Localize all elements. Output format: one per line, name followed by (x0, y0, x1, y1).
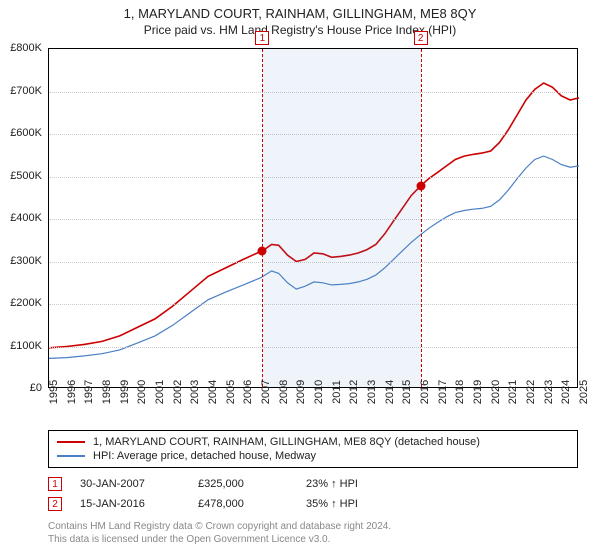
x-axis-label: 2007 (260, 380, 272, 404)
x-axis-label: 2001 (154, 380, 166, 404)
event-dot (416, 181, 425, 190)
x-axis-label: 2008 (278, 380, 290, 404)
table-row: 1 30-JAN-2007 £325,000 23% ↑ HPI (48, 474, 578, 494)
x-axis-label: 2002 (172, 380, 184, 404)
x-axis-label: 1996 (66, 380, 78, 404)
shaded-region (262, 49, 420, 387)
x-axis-label: 1995 (48, 380, 60, 404)
transaction-price: £478,000 (198, 498, 288, 510)
x-axis-label: 2000 (136, 380, 148, 404)
legend-row-series2: HPI: Average price, detached house, Medw… (57, 449, 569, 463)
legend-row-series1: 1, MARYLAND COURT, RAINHAM, GILLINGHAM, … (57, 435, 569, 449)
y-axis-label: £200K (10, 297, 42, 309)
x-axis-label: 2015 (401, 380, 413, 404)
x-axis-label: 2023 (543, 380, 555, 404)
y-axis-label: £400K (10, 212, 42, 224)
x-axis-label: 2005 (225, 380, 237, 404)
x-axis-label: 1998 (101, 380, 113, 404)
x-axis-label: 2024 (560, 380, 572, 404)
y-axis-label: £800K (10, 42, 42, 54)
y-axis-label: £300K (10, 255, 42, 267)
x-axis-label: 2009 (295, 380, 307, 404)
x-axis-label: 2022 (525, 380, 537, 404)
legend-label-hpi: HPI: Average price, detached house, Medw… (93, 450, 316, 462)
legend-swatch-hpi (57, 455, 85, 457)
x-axis-label: 2016 (419, 380, 431, 404)
event-vline (262, 49, 263, 387)
x-axis-label: 1999 (119, 380, 131, 404)
x-axis-label: 2010 (313, 380, 325, 404)
chart-container: 1, MARYLAND COURT, RAINHAM, GILLINGHAM, … (0, 0, 600, 560)
transaction-marker-icon: 1 (48, 477, 62, 491)
y-axis-label: £700K (10, 85, 42, 97)
legend-box: 1, MARYLAND COURT, RAINHAM, GILLINGHAM, … (48, 430, 578, 468)
attribution-text: Contains HM Land Registry data © Crown c… (48, 520, 578, 546)
x-axis-label: 2018 (454, 380, 466, 404)
transaction-diff: 23% ↑ HPI (306, 478, 386, 490)
event-dot (258, 246, 267, 255)
x-axis-label: 2006 (242, 380, 254, 404)
x-axis-label: 2011 (331, 380, 343, 404)
x-axis-label: 2003 (189, 380, 201, 404)
transactions-table: 1 30-JAN-2007 £325,000 23% ↑ HPI 2 15-JA… (48, 474, 578, 514)
chart-area: 12 £0£100K£200K£300K£400K£500K£600K£700K… (48, 48, 578, 388)
transaction-marker-icon: 2 (48, 497, 62, 511)
x-axis-label: 2004 (207, 380, 219, 404)
plot-region: 12 (48, 48, 578, 388)
x-axis-label: 2019 (472, 380, 484, 404)
event-marker-icon: 2 (414, 31, 428, 45)
y-axis-label: £100K (10, 340, 42, 352)
x-axis-label: 2012 (348, 380, 360, 404)
transaction-date: 15-JAN-2016 (80, 498, 180, 510)
x-axis-label: 2014 (384, 380, 396, 404)
chart-title: 1, MARYLAND COURT, RAINHAM, GILLINGHAM, … (0, 0, 600, 21)
x-axis-label: 2013 (366, 380, 378, 404)
x-axis-label: 1997 (83, 380, 95, 404)
legend-label-price: 1, MARYLAND COURT, RAINHAM, GILLINGHAM, … (93, 436, 480, 448)
event-marker-icon: 1 (255, 31, 269, 45)
transaction-price: £325,000 (198, 478, 288, 490)
x-axis-label: 2025 (578, 380, 590, 404)
attribution-line2: This data is licensed under the Open Gov… (48, 533, 578, 546)
y-axis-label: £500K (10, 170, 42, 182)
x-axis-label: 2020 (490, 380, 502, 404)
x-axis-label: 2021 (507, 380, 519, 404)
event-vline (421, 49, 422, 387)
legend-swatch-price (57, 441, 85, 443)
legend-block: 1, MARYLAND COURT, RAINHAM, GILLINGHAM, … (48, 430, 578, 546)
attribution-line1: Contains HM Land Registry data © Crown c… (48, 520, 578, 533)
y-axis-label: £600K (10, 127, 42, 139)
y-axis-label: £0 (30, 382, 42, 394)
table-row: 2 15-JAN-2016 £478,000 35% ↑ HPI (48, 494, 578, 514)
transaction-diff: 35% ↑ HPI (306, 498, 386, 510)
transaction-date: 30-JAN-2007 (80, 478, 180, 490)
chart-subtitle: Price paid vs. HM Land Registry's House … (0, 21, 600, 41)
x-axis-label: 2017 (437, 380, 449, 404)
